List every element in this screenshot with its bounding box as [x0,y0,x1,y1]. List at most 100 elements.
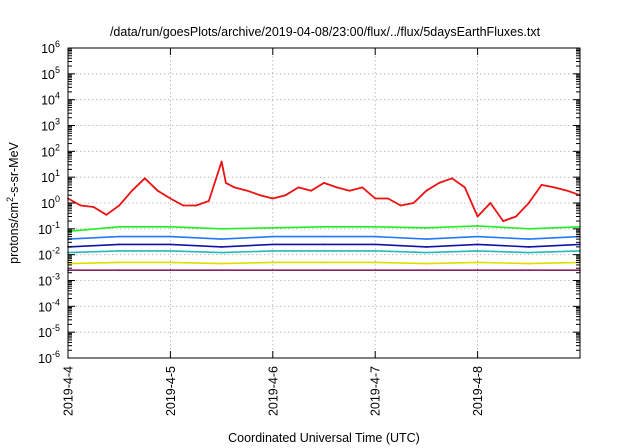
y-tick-label: 102 [41,142,60,159]
data-point [169,243,172,246]
data-point [425,262,428,265]
data-point [118,235,121,238]
data-point [143,177,146,180]
data-point [425,238,428,241]
data-point [476,269,479,272]
data-point [438,182,441,184]
data-point [118,204,121,207]
data-point [348,189,351,192]
data-point [323,225,325,228]
data-point [323,261,325,264]
data-point [297,186,300,189]
data-point [207,200,210,202]
data-point [387,197,389,200]
y-tick-label: 10-3 [38,272,60,289]
x-tick-label: 2019-4-4 [62,366,76,416]
data-point [220,160,223,163]
y-tick-label: 10-5 [38,323,60,340]
y-axis: 10-6 10-5 10-4 10-3 10-2 10-1 100 101 102 103 104 1… [38,39,580,366]
data-point [476,261,479,264]
x-tick-label: 2019-4-6 [266,366,280,416]
data-point [515,215,517,218]
y-tick-label: 10-4 [38,297,60,314]
data-point [476,250,479,252]
data-point [220,269,223,272]
data-point [323,182,325,184]
data-point [361,186,364,189]
y-tick-label: 103 [41,117,60,134]
data-point [246,189,249,192]
data-point [374,261,377,264]
data-point [131,189,133,192]
data-point [118,225,121,228]
grid [68,48,580,358]
data-point [374,269,377,272]
data-point [553,186,556,189]
data-point [169,225,172,228]
data-point [476,225,479,227]
data-point [323,235,325,238]
data-point [169,197,172,200]
data-point [118,269,121,272]
y-tick-label: 10-1 [38,220,60,237]
data-point [220,251,223,254]
data-point [489,202,492,204]
y-tick-label: 105 [41,65,60,82]
x-axis-label: Coordinated Universal Time (UTC) [228,431,420,445]
data-point [527,202,530,204]
data-point [374,235,377,238]
data-point [527,246,530,248]
data-point [271,226,274,229]
data-point [118,243,121,246]
data-point [425,189,428,192]
data-point [527,251,530,254]
data-point [451,177,453,180]
y-tick-label: 106 [41,39,60,56]
data-point [425,251,428,254]
data-point [271,261,274,264]
data-point [335,186,338,189]
data-point [182,204,185,207]
data-point [463,186,466,189]
data-point [502,220,505,223]
x-tick-label: 2019-4-5 [164,366,178,416]
data-point [527,262,530,265]
data-point [527,227,530,230]
data-point [476,215,479,218]
data-point [476,243,479,246]
y-tick-label: 100 [41,194,60,211]
data-point [425,269,428,272]
data-point [566,189,569,192]
data-point [271,269,274,272]
data-point [233,186,236,189]
data-point [310,189,313,192]
data-point [476,235,479,238]
data-point [105,213,108,216]
data-point [323,243,325,246]
chart-title: /data/run/goesPlots/archive/2019-04-08/2… [110,25,541,39]
x-tick-label: 2019-4-7 [369,366,383,416]
data-point [220,246,223,248]
data-point [169,235,172,238]
x-tick-label: 2019-4-8 [471,366,485,416]
data-point [220,262,223,265]
data-point [92,206,95,208]
data-point [412,202,415,204]
data-point [195,204,197,207]
data-point [225,182,227,184]
y-tick-label: 10-6 [38,349,60,366]
data-point [425,226,428,229]
x-axis: 2019-4-4 2019-4-5 2019-4-6 2019-4-7 2019-4-8 [62,48,485,416]
data-point [220,238,223,241]
data-point [425,246,428,248]
data-point [527,238,530,241]
data-point [118,250,121,252]
data-point [259,194,261,197]
data-point [156,189,159,192]
data-point [220,227,223,230]
data-point [271,235,274,238]
data-point [79,204,82,207]
data-point [169,250,172,252]
data-point [374,225,377,228]
